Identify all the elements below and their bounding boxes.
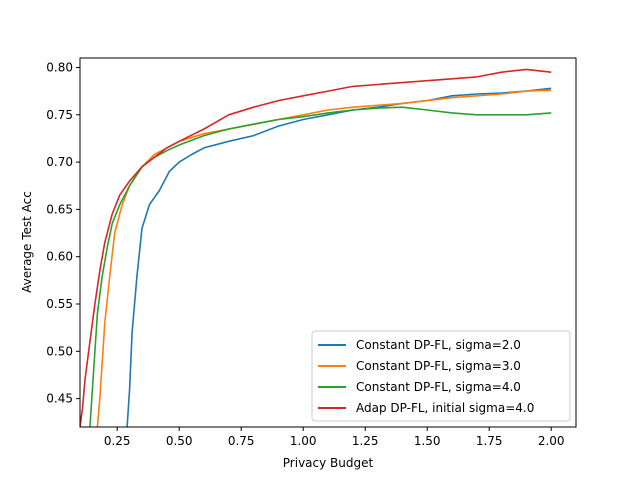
y-axis-ticks: 0.45 0.50 0.55 0.60 0.65 0.70 0.75 0.80 bbox=[46, 60, 80, 406]
y-tick-label: 0.80 bbox=[46, 60, 73, 74]
legend-label: Constant DP-FL, sigma=2.0 bbox=[356, 338, 521, 352]
x-axis-label: Privacy Budget bbox=[283, 456, 374, 470]
series-line bbox=[80, 68, 552, 427]
legend-label: Constant DP-FL, sigma=3.0 bbox=[356, 359, 521, 373]
x-tick-label: 2.00 bbox=[538, 434, 565, 448]
legend-frame bbox=[311, 330, 571, 422]
x-tick-label: 0.25 bbox=[104, 434, 131, 448]
x-tick-label: 0.50 bbox=[166, 434, 193, 448]
y-tick-label: 0.55 bbox=[46, 297, 73, 311]
series-line bbox=[126, 87, 552, 427]
y-tick-label: 0.70 bbox=[46, 155, 73, 169]
series-layer bbox=[80, 68, 552, 427]
y-tick-label: 0.45 bbox=[46, 392, 73, 406]
legend: Constant DP-FL, sigma=2.0 Constant DP-FL,… bbox=[311, 330, 571, 422]
plot-frame bbox=[79, 57, 577, 428]
legend-label: Adap DP-FL, initial sigma=4.0 bbox=[356, 401, 534, 415]
x-tick-label: 1.50 bbox=[414, 434, 441, 448]
y-tick-label: 0.50 bbox=[46, 344, 73, 358]
x-tick-label: 1.75 bbox=[476, 434, 503, 448]
y-axis-label: Average Test Acc bbox=[20, 191, 34, 293]
x-axis-ticks: 0.25 0.50 0.75 1.00 1.25 1.50 1.75 2.00 bbox=[104, 427, 565, 448]
y-tick-label: 0.75 bbox=[46, 108, 73, 122]
legend-label: Constant DP-FL, sigma=4.0 bbox=[356, 380, 521, 394]
series-line bbox=[89, 106, 552, 427]
x-tick-label: 0.75 bbox=[228, 434, 255, 448]
y-tick-label: 0.60 bbox=[46, 250, 73, 264]
y-tick-label: 0.65 bbox=[46, 202, 73, 216]
x-tick-label: 1.25 bbox=[352, 434, 379, 448]
x-tick-label: 1.00 bbox=[290, 434, 317, 448]
